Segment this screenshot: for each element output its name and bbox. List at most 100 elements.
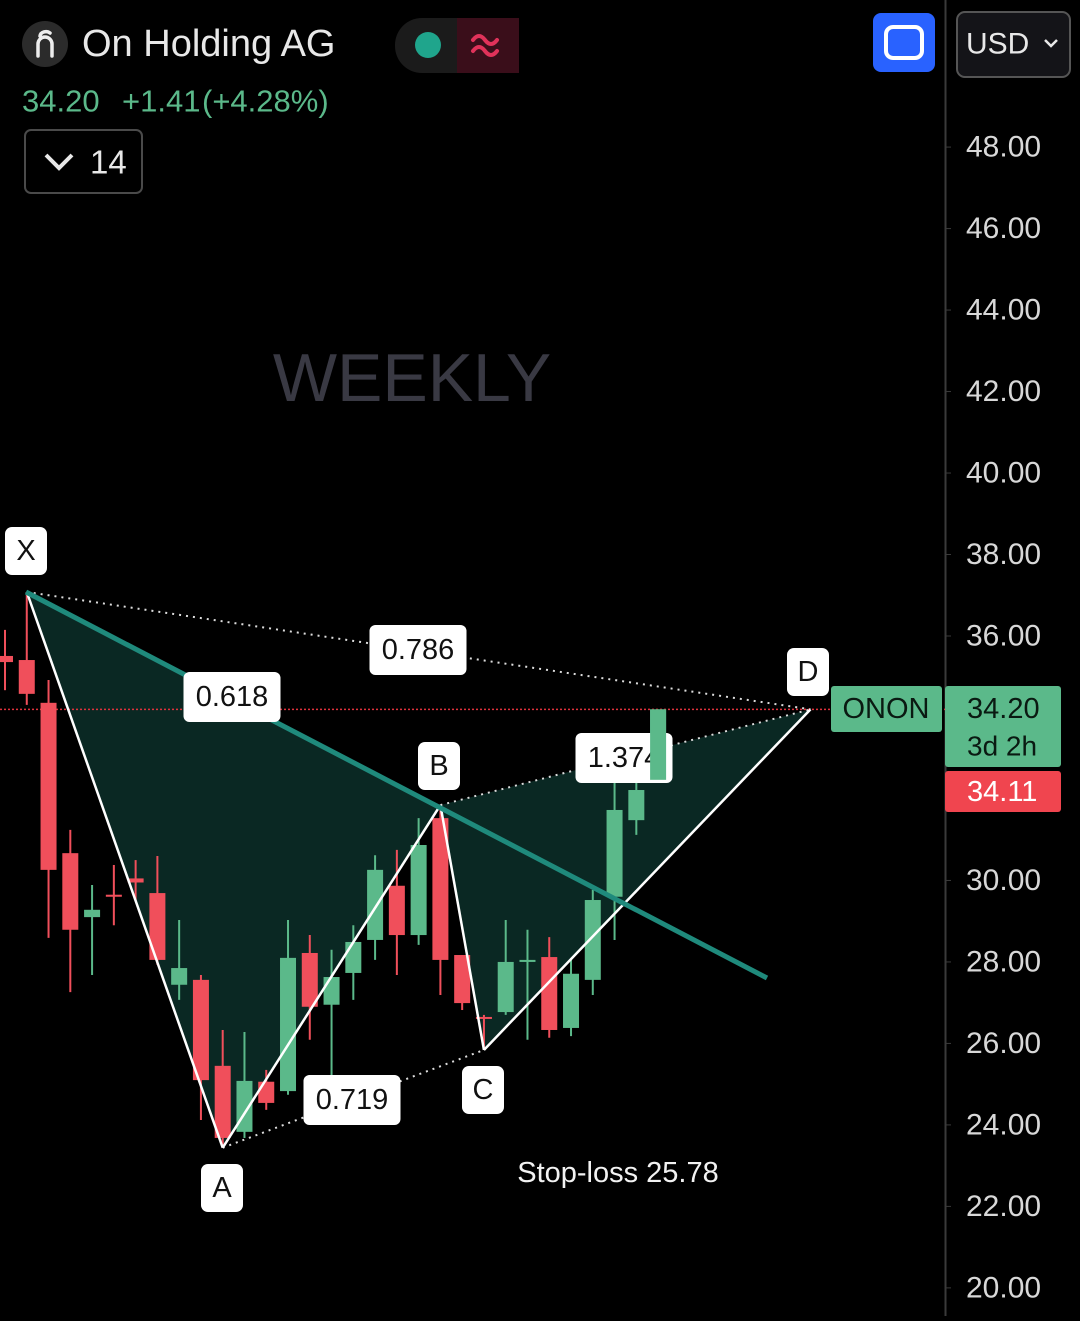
point-label: C [473,1074,494,1106]
logo [22,21,68,67]
ratio-label-box [575,733,673,783]
candle-body [497,961,514,1013]
last-price-tag-value: 34.20 [967,693,1040,725]
y-tick-label: 24.00 [966,1108,1041,1141]
point-label: A [212,1172,232,1204]
currency-selector[interactable] [956,11,1071,78]
candle-body [650,709,667,780]
point-label-box [418,742,460,790]
candle-body [149,893,166,960]
point-label-box [787,648,829,696]
candle-body [606,809,623,897]
indicator-count: 14 [90,144,127,181]
stop-loss-note: Stop-loss 25.78 [517,1157,719,1189]
candle-body [84,909,101,918]
candle-body [367,869,384,940]
pattern-fill [440,709,811,1050]
plot-pane: WEEKLY 0.786 0.618 1.374 0.719 X A B C D Stop-loss… [0,340,945,1212]
pattern-leg [221,804,442,1149]
ratio-label: 0.719 [316,1084,389,1116]
candle-body [0,655,13,663]
ratio-line [222,1049,485,1149]
point-label: X [16,535,35,567]
last-price-countdown: 3d 2h [967,731,1037,762]
y-tick-label: 20.00 [966,1271,1041,1304]
symbol-title: On Holding AG [82,23,335,65]
candle-body [18,660,35,694]
point-label: D [798,656,819,688]
candle-body [301,952,318,1007]
ratio-label: 1.374 [588,742,661,774]
indicators-toggle[interactable] [24,129,143,194]
y-tick-label: 22.00 [966,1190,1041,1223]
candle-body [171,968,188,985]
ratio-line [440,708,811,807]
candle-body [475,1016,492,1019]
currency-chevron [1044,39,1058,48]
candle-body [192,979,209,1081]
candle-body [584,900,601,980]
delayed-icon [471,34,499,57]
point-label-box [462,1066,504,1114]
bid-tag [945,771,1061,812]
y-tick-label: 28.00 [966,945,1041,978]
point-label: B [429,750,448,782]
pattern-fill [26,591,441,1148]
price-change: +1.41 [122,84,200,119]
candle-body [345,941,362,973]
y-tick-label: 40.00 [966,457,1041,490]
ratio-label-box [369,625,467,675]
watermark: WEEKLY [273,340,551,416]
candle-body [280,957,297,1092]
y-tick-label: 42.00 [966,375,1041,408]
candle-body [323,977,340,1005]
y-tick-label: 44.00 [966,294,1041,327]
point-label-box [5,527,47,575]
y-tick-label: 26.00 [966,1027,1041,1060]
trend-line [24,589,769,981]
status-pill-red [457,18,519,73]
candle-body [40,702,57,870]
fullscreen-icon [884,25,924,60]
currency-label: USD [966,28,1029,61]
ratio-label: 0.618 [196,681,269,713]
y-tick-label: 30.00 [966,864,1041,897]
pattern-leg [25,591,224,1149]
pattern-leg [439,804,486,1051]
candle-body [127,878,144,883]
symbol-tag [831,686,942,732]
logo-glyph [36,29,54,58]
indicators-chevron [44,153,74,171]
candle-body [628,790,645,821]
ratio-label-box [183,672,281,722]
fullscreen-button[interactable] [873,13,935,72]
candle-body [62,853,79,930]
candle-body [388,885,405,936]
ratio-label-box [303,1075,401,1125]
candle-body [454,955,471,1004]
bid-tag-value: 34.11 [967,776,1037,808]
last-price: 34.20 [22,84,100,119]
pattern-leg [483,708,812,1051]
candle-body [105,894,122,897]
candle-body [541,957,558,1030]
candle-body [563,973,580,1028]
point-label-box [201,1164,243,1212]
market-open-dot [415,32,441,58]
last-price-tag [945,686,1061,767]
y-tick-label: 46.00 [966,212,1041,245]
y-tick-label: 38.00 [966,538,1041,571]
price-change-percent: (+4.28%) [202,84,329,119]
candle-body [410,845,427,936]
candle-body [432,818,449,960]
candle-body [214,1065,231,1138]
symbol-tag-label: ONON [843,693,930,725]
candle-body [258,1081,275,1103]
ratio-label: 0.786 [382,634,455,666]
candle-body [519,959,536,962]
y-tick-label: 36.00 [966,619,1041,652]
y-tick-label: 48.00 [966,131,1041,164]
